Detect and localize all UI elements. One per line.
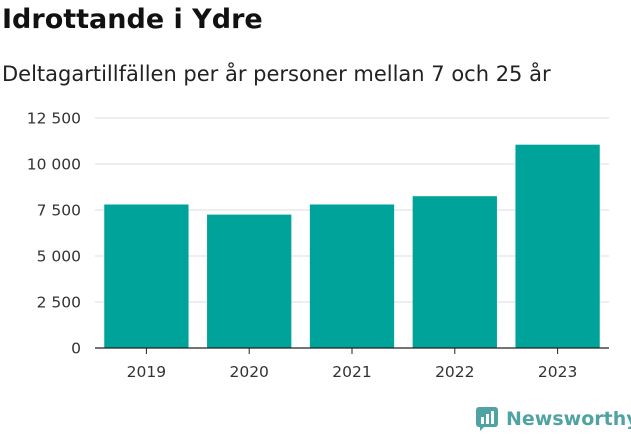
- bar-2019: [104, 204, 189, 348]
- y-tick-label: 10 000: [27, 156, 81, 174]
- bar-2022: [412, 196, 497, 348]
- x-tick-label: 2023: [538, 363, 577, 381]
- bar-2021: [309, 204, 395, 348]
- chart-title: Idrottande i Ydre: [2, 4, 263, 35]
- x-tick-label: 2021: [332, 363, 371, 381]
- y-tick-label: 7 500: [37, 202, 81, 220]
- bars: [104, 144, 600, 348]
- brand-name: Newsworthy: [506, 408, 631, 430]
- y-tick-label: 0: [71, 340, 81, 358]
- bar-2020: [207, 214, 292, 348]
- y-tick-label: 5 000: [37, 248, 81, 266]
- bar-chart: 0 2 500 5 000 7 500 10 000 12 500 2019 2020 202…: [27, 110, 609, 381]
- bar-2023: [515, 144, 600, 348]
- x-axis-tick-labels: 2019 2020 2021 2022 2023: [127, 348, 577, 381]
- newsworthy-brand[interactable]: Newsworthy: [476, 407, 631, 431]
- x-tick-label: 2020: [229, 363, 268, 381]
- newsworthy-logo-icon: [476, 407, 498, 431]
- y-tick-label: 2 500: [37, 294, 81, 312]
- y-axis-tick-labels: 0 2 500 5 000 7 500 10 000 12 500: [27, 110, 81, 358]
- chart-subtitle: Deltagartillfällen per år personer mella…: [2, 62, 551, 86]
- y-tick-label: 12 500: [27, 110, 81, 128]
- x-tick-label: 2019: [127, 363, 166, 381]
- x-tick-label: 2022: [435, 363, 474, 381]
